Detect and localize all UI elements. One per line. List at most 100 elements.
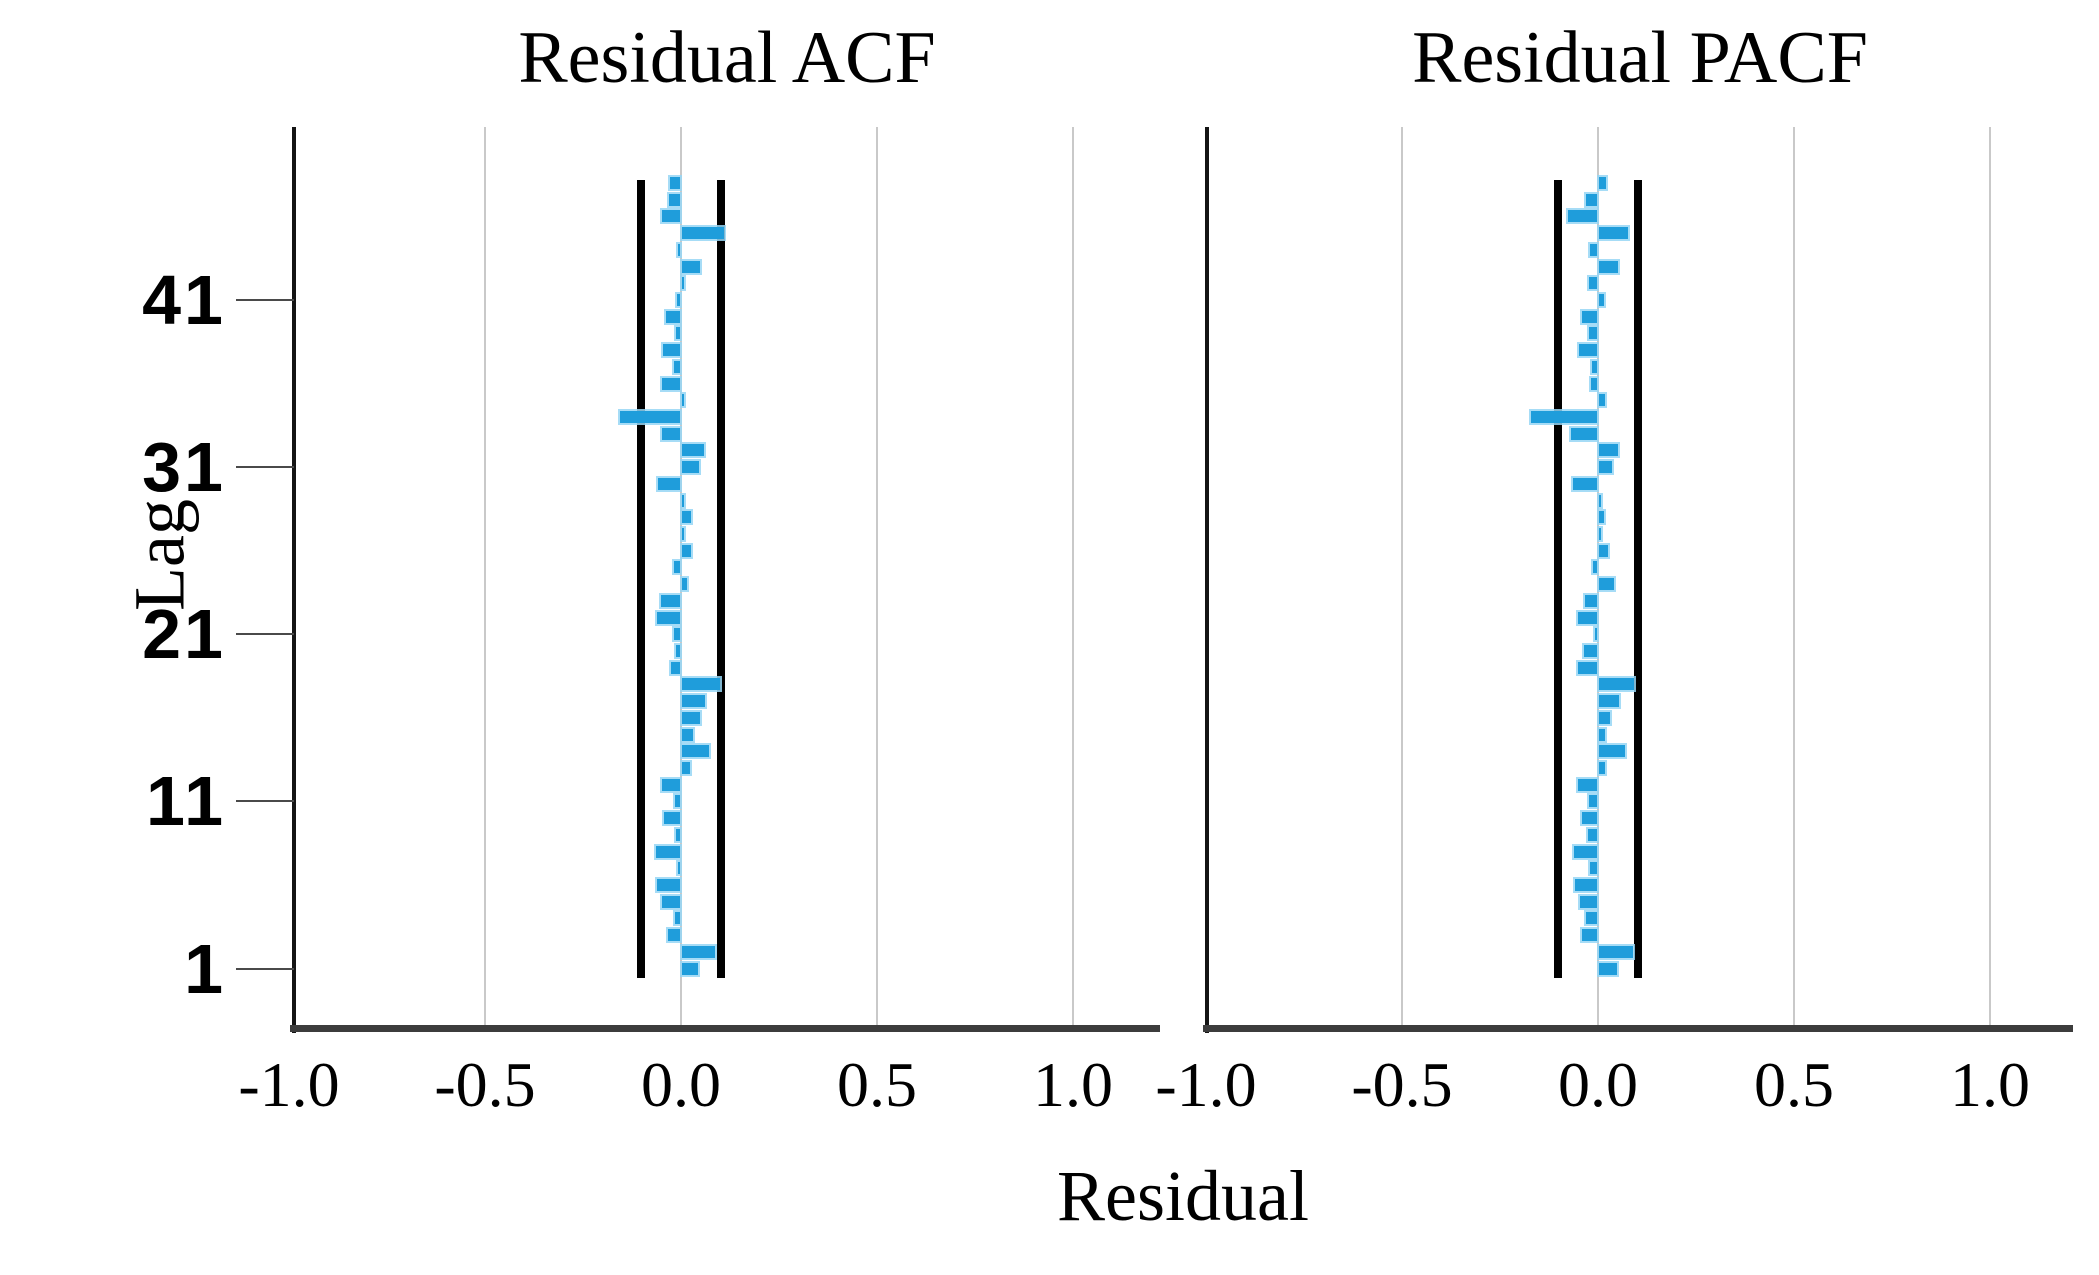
pacf-bar-lag-19 (1578, 661, 1597, 674)
acf-bar-lag-3 (668, 929, 680, 942)
acf-bar-lag-18 (682, 678, 721, 691)
pacf-bar-lag-40 (1581, 310, 1597, 323)
pacf-bar-lag-45 (1599, 227, 1629, 240)
pacf-bar-lag-37 (1591, 360, 1597, 373)
gridline-x-0.5 (876, 127, 878, 1026)
y-tick-mark (236, 633, 294, 636)
acf-bar-lag-17 (682, 695, 705, 708)
pacf-bar-lag-16 (1599, 711, 1610, 724)
pacf-panel-title: Residual PACF (1412, 17, 1868, 99)
acf-bar-lag-44 (678, 243, 680, 256)
x-tick-label: -1.0 (1155, 1049, 1257, 1120)
acf-bar-lag-8 (656, 845, 680, 858)
acf-bar-lag-25 (674, 561, 680, 574)
x-axis-line (1203, 1025, 2073, 1032)
pacf-bar-lag-28 (1599, 511, 1605, 524)
pacf-bar-lag-17 (1599, 695, 1619, 708)
pacf-bar-lag-39 (1589, 327, 1597, 340)
pacf-bar-lag-12 (1578, 778, 1597, 791)
y-tick-label: 31 (142, 428, 226, 507)
pacf-bar-lag-6 (1575, 878, 1597, 891)
acf-bar-lag-5 (662, 895, 680, 908)
pacf-bar-lag-47 (1586, 193, 1597, 206)
acf-bar-lag-46 (661, 210, 680, 223)
pacf-bar-lag-22 (1577, 611, 1597, 624)
y-tick-mark (236, 466, 294, 469)
pacf-bar-lag-5 (1579, 895, 1597, 908)
pacf-bar-lag-34 (1530, 410, 1597, 423)
acf-bar-lag-12 (661, 778, 680, 791)
pacf-bar-lag-10 (1582, 812, 1597, 825)
pacf-bar-lag-1 (1599, 962, 1618, 975)
confidence-limit-line (1633, 180, 1642, 978)
acf-bar-lag-4 (674, 912, 680, 925)
y-axis-spine (1205, 127, 1209, 1033)
x-tick-label: -0.5 (1351, 1049, 1453, 1120)
y-tick-label: 1 (184, 929, 226, 1008)
gridline-x--0.5 (484, 127, 486, 1026)
pacf-bar-lag-42 (1589, 277, 1597, 290)
acf-bar-lag-47 (669, 193, 680, 206)
acf-bar-lag-2 (682, 945, 716, 958)
acf-bar-lag-33 (661, 427, 680, 440)
y-tick-mark (236, 800, 294, 803)
acf-bar-lag-40 (665, 310, 680, 323)
pacf-bar-lag-41 (1599, 293, 1605, 306)
pacf-bar-lag-3 (1582, 929, 1597, 942)
acf-bar-lag-20 (676, 644, 680, 657)
acf-bar-lag-9 (676, 828, 680, 841)
pacf-bar-lag-43 (1599, 260, 1618, 273)
pacf-bar-lag-30 (1573, 477, 1597, 490)
x-tick-label: 0.0 (641, 1049, 721, 1120)
x-tick-label: -0.5 (434, 1049, 536, 1120)
gridline-x-1 (1989, 127, 1991, 1026)
pacf-bar-lag-38 (1578, 344, 1597, 357)
acf-bar-lag-41 (677, 293, 680, 306)
pacf-bar-lag-35 (1599, 394, 1605, 407)
pacf-bar-lag-7 (1590, 862, 1597, 875)
acf-bar-lag-48 (669, 176, 680, 189)
pacf-bar-lag-11 (1589, 795, 1597, 808)
pacf-bar-lag-21 (1594, 628, 1597, 641)
y-tick-label: 21 (142, 595, 226, 674)
pacf-bar-lag-27 (1599, 527, 1601, 540)
x-tick-label: 1.0 (1033, 1049, 1113, 1120)
pacf-bar-lag-46 (1567, 210, 1597, 223)
acf-bar-lag-37 (674, 360, 680, 373)
acf-bar-lag-38 (663, 344, 680, 357)
gridline-x--0.5 (1401, 127, 1403, 1026)
acf-bar-lag-22 (657, 611, 680, 624)
acf-bar-lag-35 (682, 394, 684, 407)
pacf-bar-lag-29 (1599, 494, 1601, 507)
confidence-limit-line (637, 180, 646, 978)
acf-panel-title: Residual ACF (518, 17, 936, 99)
y-tick-label: 11 (146, 762, 226, 841)
confidence-limit-line (716, 180, 725, 978)
acf-bar-lag-16 (682, 711, 701, 724)
acf-bar-lag-36 (662, 377, 680, 390)
pacf-bar-lag-33 (1571, 427, 1597, 440)
acf-bar-lag-27 (682, 527, 684, 540)
x-tick-label: 0.0 (1558, 1049, 1638, 1120)
gridline-x-0 (1597, 127, 1599, 1026)
acf-bar-lag-42 (682, 277, 684, 290)
pacf-bar-lag-32 (1599, 444, 1619, 457)
acf-bar-lag-26 (682, 544, 692, 557)
x-tick-label: 0.5 (837, 1049, 917, 1120)
acf-bar-lag-11 (674, 795, 680, 808)
x-axis-line (290, 1025, 1160, 1032)
acf-bar-lag-34 (620, 410, 680, 423)
acf-bar-lag-14 (682, 745, 709, 758)
acf-bar-lag-43 (682, 260, 701, 273)
acf-bar-lag-45 (682, 227, 724, 240)
x-tick-label: -1.0 (238, 1049, 340, 1120)
acf-bar-lag-7 (678, 862, 680, 875)
acf-bar-lag-23 (661, 594, 680, 607)
pacf-bar-lag-18 (1599, 678, 1634, 691)
acf-bar-lag-29 (682, 494, 684, 507)
y-tick-mark (236, 967, 294, 970)
acf-bar-lag-6 (657, 878, 680, 891)
pacf-bar-lag-26 (1599, 544, 1609, 557)
